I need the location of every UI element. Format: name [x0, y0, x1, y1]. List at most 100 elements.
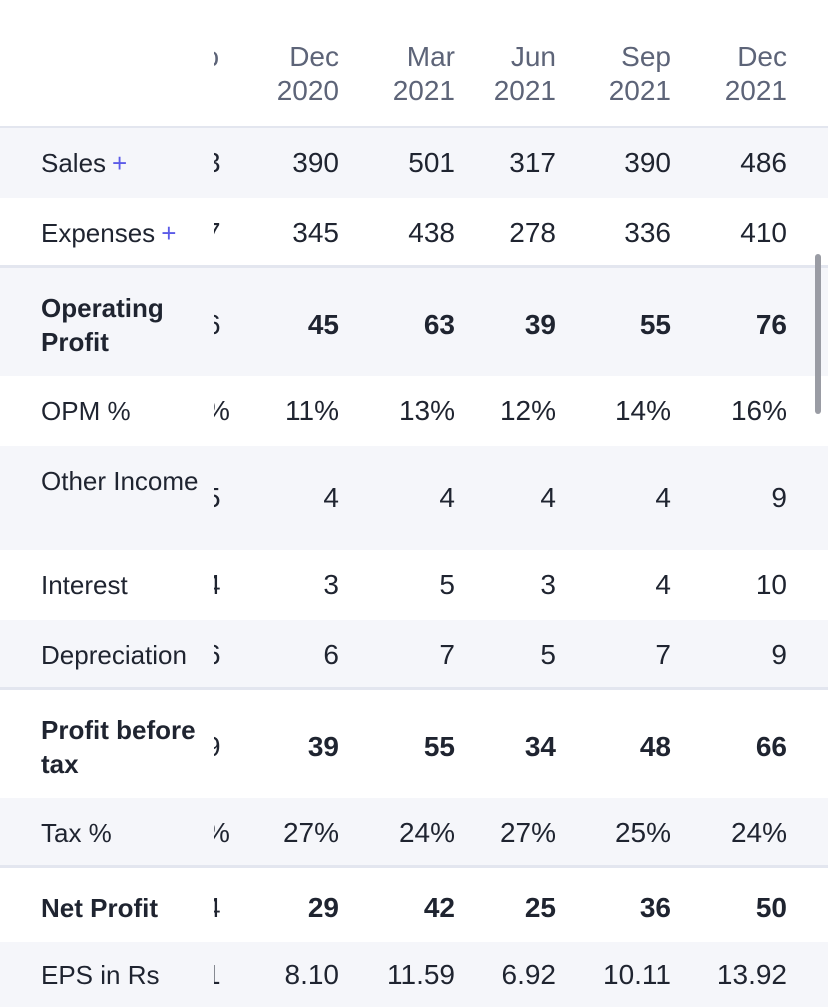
- table-cell: 10: [755, 569, 787, 600]
- table-cell: 11.59: [387, 959, 455, 990]
- partial-cell-text: 4: [214, 569, 221, 600]
- row-label: Other Income: [41, 464, 211, 498]
- table-cell: 63: [423, 309, 455, 340]
- partial-column-cell: 9: [214, 693, 234, 801]
- table-cell: 5: [439, 569, 455, 600]
- partial-cell-text: 9: [214, 731, 221, 762]
- column-header: Mar 2021: [355, 40, 455, 108]
- vertical-scrollbar[interactable]: [815, 254, 821, 414]
- table-cell: 6.92: [501, 959, 557, 990]
- row-label[interactable]: Expenses +: [41, 216, 241, 250]
- column-header-month: Jun: [510, 41, 556, 72]
- partial-column-cell: 6: [214, 620, 234, 690]
- column-header: Dec 2020: [239, 40, 339, 108]
- table-row: Tax %% 27% 24% 27% 25% 24%: [0, 798, 828, 868]
- column-header-month: Dec: [737, 41, 787, 72]
- column-header-month: Mar: [406, 41, 455, 72]
- partial-column-cell: 6: [214, 271, 234, 379]
- table-cell: 4: [540, 482, 556, 513]
- table-row: Profit before tax 9 39 55 34 48 66: [0, 687, 828, 798]
- partial-column-cell: 3: [214, 128, 234, 198]
- table-cell: 9: [771, 482, 787, 513]
- table-cell: 36: [639, 892, 671, 923]
- table-cell: 27%: [499, 817, 556, 848]
- row-label: EPS in Rs: [41, 958, 241, 992]
- column-header: Sep 2021: [571, 40, 671, 108]
- table-cell: 34: [524, 731, 556, 762]
- row-label-text: OPM %: [41, 396, 131, 426]
- column-header: Dec 2021: [687, 40, 787, 108]
- table-row: Other Income 5 4 4 4 4 9: [0, 446, 828, 550]
- partial-column-cell: 4: [214, 550, 234, 620]
- table-cell: 27%: [282, 817, 339, 848]
- table-cell: 410: [740, 217, 787, 248]
- column-header-year: 2021: [392, 75, 455, 106]
- row-label-text: Profit before tax: [41, 715, 196, 779]
- table-cell: 13%: [398, 395, 455, 426]
- table-cell: 4: [655, 569, 671, 600]
- partial-column-cell: 4: [214, 871, 234, 945]
- table-cell: 501: [408, 147, 455, 178]
- table-cell: 4: [323, 482, 339, 513]
- table-cell: 48: [639, 731, 671, 762]
- header-partial-column: ɔ): [214, 40, 234, 108]
- table-cell: 390: [292, 147, 339, 178]
- table-row: EPS in Rs 1 8.10 11.59 6.92 10.11 13.92: [0, 942, 828, 1007]
- partial-column-cell: 1: [214, 942, 234, 1007]
- column-header-year: 2021: [493, 75, 556, 106]
- expand-plus-icon[interactable]: +: [112, 148, 128, 178]
- table-cell: 55: [423, 731, 455, 762]
- column-header-month: Dec: [289, 41, 339, 72]
- table-cell: 13.92: [716, 959, 787, 990]
- table-cell: 14%: [614, 395, 671, 426]
- table-row: Operating Profit 6 45 63 39 55 76: [0, 265, 828, 376]
- row-label-text: Expenses: [41, 218, 156, 248]
- row-label-text: Tax %: [41, 818, 112, 848]
- table-row: OPM %% 11% 13% 12% 14% 16%: [0, 376, 828, 446]
- partial-cell-text: 6: [214, 309, 221, 340]
- row-label[interactable]: Sales +: [41, 146, 241, 180]
- row-label-text: Depreciation: [41, 640, 187, 670]
- table-cell: 7: [655, 639, 671, 670]
- column-header-year: 2021: [724, 75, 787, 106]
- table-cell: 29: [307, 892, 339, 923]
- table-cell: 4: [439, 482, 455, 513]
- table-cell: 16%: [730, 395, 787, 426]
- table-cell: 24%: [730, 817, 787, 848]
- partial-column-cell: 5: [214, 446, 234, 550]
- table-cell: 25%: [614, 817, 671, 848]
- column-header-year: 2020: [276, 75, 339, 106]
- table-cell: 9: [771, 639, 787, 670]
- table-row: Expenses+7 345 438 278 336 410: [0, 198, 828, 268]
- table-cell: 76: [755, 309, 787, 340]
- column-header: Jun 2021: [456, 40, 556, 108]
- table-cell: 55: [639, 309, 671, 340]
- column-header-year: 2021: [608, 75, 671, 106]
- partial-column-cell: 7: [214, 198, 234, 268]
- table-row: Net Profit 4 29 42 25 36 50: [0, 865, 828, 942]
- table-cell: 10.11: [603, 959, 671, 990]
- row-label-text: Operating Profit: [41, 293, 164, 357]
- table-cell: 5: [540, 639, 556, 670]
- partial-cell-text: %: [214, 817, 230, 848]
- table-cell: 45: [307, 309, 339, 340]
- expand-plus-icon[interactable]: +: [161, 218, 177, 248]
- table-cell: 42: [423, 892, 455, 923]
- table-row: Interest 4 3 5 3 4 10: [0, 550, 828, 620]
- table-cell: 12%: [499, 395, 556, 426]
- table-cell: 8.10: [284, 959, 340, 990]
- row-label-text: Interest: [41, 570, 128, 600]
- row-label: OPM %: [41, 394, 241, 428]
- partial-cell-text: %: [214, 395, 230, 426]
- row-label: Operating Profit: [41, 291, 211, 359]
- row-label: Tax %: [41, 816, 241, 850]
- table-cell: 317: [509, 147, 556, 178]
- table-cell: 486: [740, 147, 787, 178]
- table-cell: 438: [408, 217, 455, 248]
- table-cell: 6: [323, 639, 339, 670]
- table-row: Sales+3 390 501 317 390 486: [0, 128, 828, 198]
- table-cell: 50: [755, 892, 787, 923]
- row-label-text: Net Profit: [41, 893, 158, 923]
- row-label: Depreciation: [41, 638, 241, 672]
